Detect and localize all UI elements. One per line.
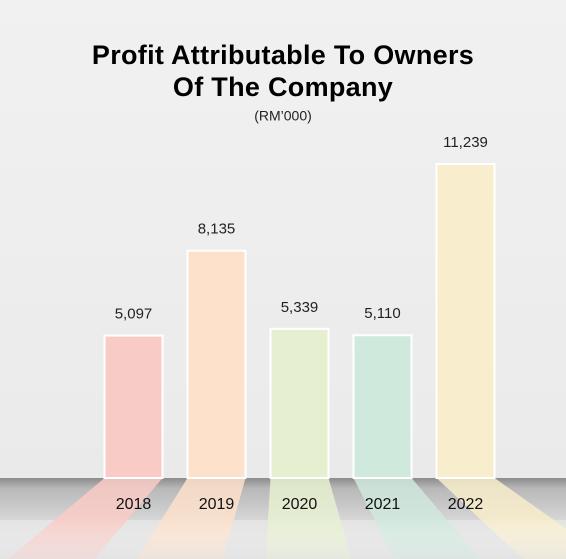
x-tick-label: 2019 [199, 496, 235, 513]
value-label: 5,110 [364, 305, 400, 322]
bar [186, 249, 247, 479]
x-tick-label: 2020 [282, 496, 318, 513]
bar [435, 163, 496, 479]
value-label: 8,135 [198, 221, 236, 238]
x-tick-label: 2021 [365, 496, 401, 513]
chart-title: Of The Company [173, 72, 393, 102]
bar [269, 327, 330, 479]
x-tick-label: 2018 [116, 496, 152, 513]
chart-title: Profit Attributable To Owners [92, 40, 474, 70]
bar [103, 334, 164, 480]
chart-subtitle: (RM’000) [254, 108, 312, 124]
floor-fade [0, 520, 566, 559]
value-label: 11,239 [443, 134, 488, 151]
value-label: 5,097 [115, 306, 153, 323]
x-tick-label: 2022 [448, 496, 484, 513]
bar [352, 334, 413, 479]
value-label: 5,339 [281, 299, 319, 316]
